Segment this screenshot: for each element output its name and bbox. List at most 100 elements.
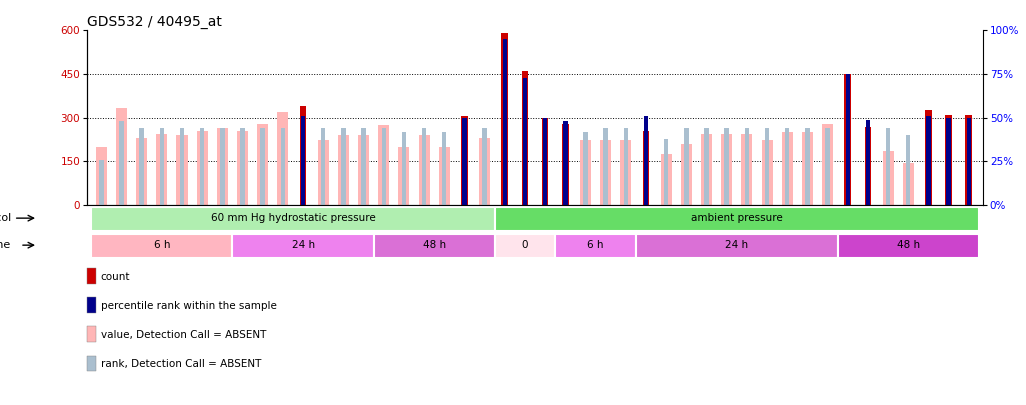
Bar	[542, 118, 549, 205]
Bar	[805, 128, 810, 205]
Bar	[321, 128, 325, 205]
Text: 6 h: 6 h	[154, 240, 170, 250]
Bar	[642, 131, 649, 205]
Text: 24 h: 24 h	[725, 240, 748, 250]
Bar	[442, 132, 446, 205]
Bar	[684, 128, 688, 205]
Bar	[966, 118, 971, 205]
Bar	[379, 125, 389, 205]
Bar	[603, 128, 607, 205]
Bar	[233, 234, 373, 258]
Text: protocol: protocol	[0, 213, 11, 223]
Bar	[100, 160, 104, 205]
Text: 60 mm Hg hydrostatic pressure: 60 mm Hg hydrostatic pressure	[210, 213, 376, 223]
Text: value, Detection Call = ABSENT: value, Detection Call = ABSENT	[101, 330, 266, 340]
Bar	[300, 106, 307, 205]
Bar	[906, 135, 910, 205]
Bar	[844, 74, 852, 205]
Bar	[681, 144, 692, 205]
Bar	[701, 134, 712, 205]
Bar	[822, 124, 833, 205]
Bar	[636, 234, 837, 258]
Bar	[156, 134, 167, 205]
Bar	[221, 128, 225, 205]
Bar	[419, 135, 430, 205]
Bar	[946, 118, 951, 205]
Bar	[562, 124, 568, 205]
Bar	[503, 39, 507, 205]
Text: GDS532 / 40495_at: GDS532 / 40495_at	[87, 15, 222, 29]
Bar	[116, 108, 127, 205]
Bar	[495, 234, 555, 258]
Bar	[382, 128, 386, 205]
Bar	[837, 234, 979, 258]
Bar	[502, 33, 508, 205]
Text: ambient pressure: ambient pressure	[690, 213, 783, 223]
Bar	[621, 140, 631, 205]
Bar	[555, 234, 636, 258]
Text: 48 h: 48 h	[423, 240, 445, 250]
Bar	[479, 138, 490, 205]
Bar	[373, 234, 495, 258]
Bar	[463, 118, 467, 205]
Bar	[845, 74, 850, 205]
Bar	[885, 128, 891, 205]
Text: 48 h: 48 h	[897, 240, 920, 250]
Bar	[338, 135, 349, 205]
Text: count: count	[101, 272, 130, 282]
Bar	[600, 140, 611, 205]
Bar	[495, 207, 979, 231]
Bar	[782, 132, 793, 205]
Bar	[140, 128, 144, 205]
Bar	[91, 234, 233, 258]
Bar	[200, 128, 204, 205]
Bar	[216, 128, 228, 205]
Bar	[422, 128, 427, 205]
Bar	[358, 135, 369, 205]
Bar	[318, 140, 328, 205]
Bar	[965, 115, 972, 205]
Bar	[176, 135, 188, 205]
Bar	[745, 128, 749, 205]
Bar	[523, 78, 527, 205]
Bar	[301, 116, 306, 205]
Bar	[119, 121, 124, 205]
Text: 0: 0	[522, 240, 528, 250]
Bar	[724, 128, 728, 205]
Bar	[643, 116, 648, 205]
Bar	[398, 147, 409, 205]
Bar	[926, 116, 931, 205]
Bar	[882, 151, 894, 205]
Bar	[925, 111, 932, 205]
Bar	[583, 132, 588, 205]
Bar	[580, 140, 591, 205]
Text: percentile rank within the sample: percentile rank within the sample	[101, 301, 276, 311]
Bar	[402, 132, 406, 205]
Bar	[825, 128, 830, 205]
Bar	[945, 115, 952, 205]
Bar	[461, 116, 468, 205]
Bar	[342, 128, 346, 205]
Bar	[180, 128, 185, 205]
Bar	[521, 71, 528, 205]
Bar	[482, 128, 487, 205]
Bar	[160, 128, 164, 205]
Bar	[761, 140, 773, 205]
Bar	[866, 119, 870, 205]
Bar	[865, 126, 871, 205]
Bar	[563, 121, 567, 205]
Bar	[136, 138, 147, 205]
Text: 24 h: 24 h	[291, 240, 315, 250]
Text: rank, Detection Call = ABSENT: rank, Detection Call = ABSENT	[101, 360, 261, 369]
Bar	[91, 207, 495, 231]
Bar	[624, 128, 628, 205]
Bar	[277, 112, 288, 205]
Bar	[742, 134, 752, 205]
Bar	[240, 128, 245, 205]
Bar	[237, 131, 248, 205]
Bar	[543, 118, 547, 205]
Bar	[721, 134, 733, 205]
Bar	[439, 147, 449, 205]
Bar	[95, 147, 107, 205]
Text: time: time	[0, 240, 11, 250]
